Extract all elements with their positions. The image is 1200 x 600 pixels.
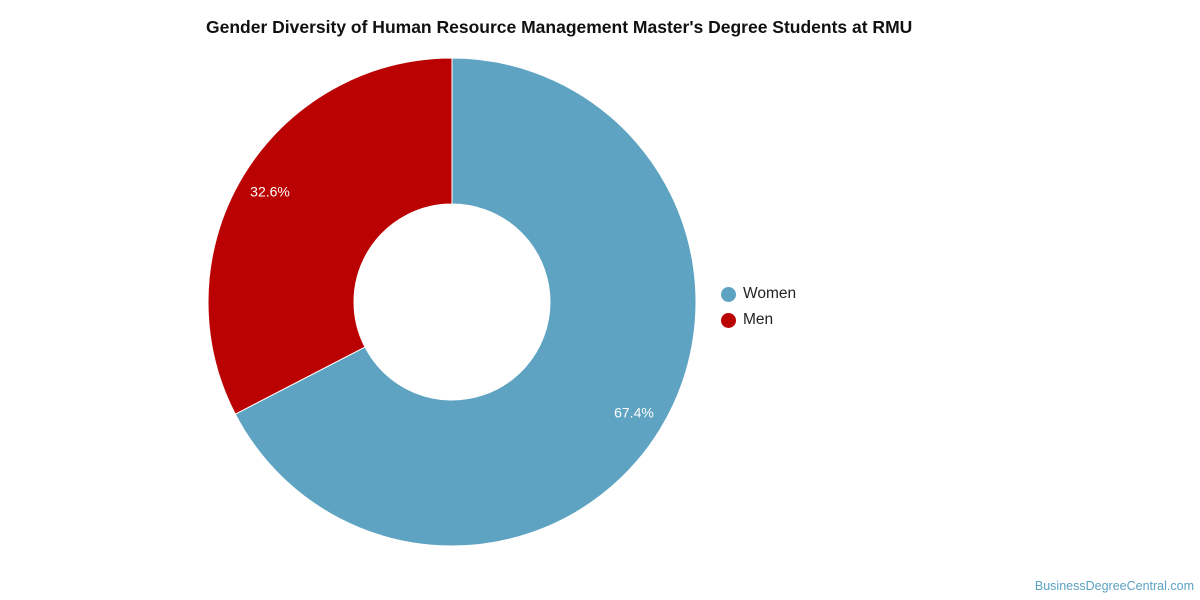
watermark[interactable]: BusinessDegreeCentral.com xyxy=(1034,579,1194,593)
donut-slice-women[interactable] xyxy=(234,57,697,547)
donut-slices xyxy=(207,57,697,547)
chart-title: Gender Diversity of Human Resource Manag… xyxy=(206,17,913,37)
legend-item-women[interactable]: Women xyxy=(721,281,796,307)
slice-label-men: 32.6% xyxy=(250,183,290,199)
legend-label-women: Women xyxy=(743,285,797,302)
chart-legend: Women Men xyxy=(721,281,796,333)
donut-slice-men[interactable] xyxy=(207,57,453,415)
legend-swatch-men xyxy=(721,312,736,328)
slice-label-women: 67.4% xyxy=(614,405,654,421)
legend-swatch-women xyxy=(721,286,736,302)
legend-label-men: Men xyxy=(743,311,774,328)
donut-slice-labels: 67.4% 32.6% xyxy=(250,183,654,420)
legend-item-men[interactable]: Men xyxy=(721,307,796,333)
